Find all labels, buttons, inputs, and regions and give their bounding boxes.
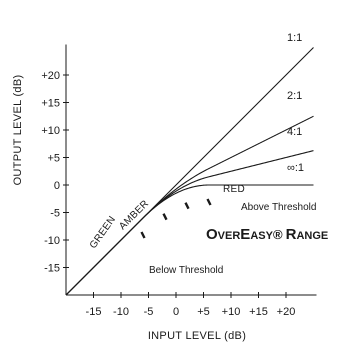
- range-title-e: E: [240, 226, 250, 243]
- zone-label-red: RED: [223, 184, 245, 195]
- x-tick-label: +5: [197, 306, 210, 318]
- y-tick-label: +5: [47, 153, 60, 165]
- zone-label-green: GREEN: [88, 214, 118, 251]
- x-axis-title: INPUT LEVEL (dB): [148, 330, 246, 342]
- y-tick-label: -5: [50, 208, 60, 220]
- x-tick-label: +10: [222, 306, 241, 318]
- below-threshold-label: Below Threshold: [149, 265, 223, 276]
- knee-zone-tick: [184, 202, 190, 210]
- overeasy-range-title: OVEREASY® RANGE: [206, 226, 328, 243]
- y-tick-label: +10: [41, 125, 60, 137]
- ratio-label: ∞:1: [287, 162, 304, 174]
- range-title-o: O: [206, 226, 218, 243]
- knee-zone-tick: [206, 198, 212, 206]
- y-tick-label: 0: [54, 180, 60, 192]
- x-tick-label: -10: [113, 306, 129, 318]
- x-tick-label: 0: [173, 306, 179, 318]
- y-tick-label: +20: [41, 70, 60, 82]
- ratio-label: 2:1: [287, 90, 302, 102]
- range-title-r: R: [286, 226, 297, 243]
- transfer-curve-inf: [65, 184, 314, 296]
- x-tick-label: -5: [144, 306, 154, 318]
- x-tick-label: +15: [249, 306, 268, 318]
- y-tick-label: +15: [41, 98, 60, 110]
- range-title-ver: VER: [218, 230, 241, 242]
- tick-labels: -15 -10 -5 0 +5 +10 +15 +20 -15 -10 -5 0 +5 +10 +15 +20: [41, 70, 295, 318]
- tick-marks: [63, 74, 287, 298]
- range-title-reg: ®: [273, 227, 283, 242]
- knee-zone-tick: [162, 213, 168, 221]
- y-tick-label: -15: [44, 263, 60, 275]
- range-title-asy: ASY: [250, 230, 273, 242]
- ratio-label: 4:1: [287, 126, 302, 138]
- x-tick-label: +20: [277, 306, 296, 318]
- y-axis-title: OUTPUT LEVEL (dB): [12, 75, 24, 186]
- ratio-label: 1:1: [287, 32, 302, 44]
- transfer-curves: 1:1 2:1 4:1 ∞:1: [65, 32, 314, 296]
- x-tick-label: -15: [86, 306, 102, 318]
- above-threshold-label: Above Threshold: [241, 202, 316, 213]
- range-title-ange: ANGE: [296, 230, 328, 242]
- knee-zone-tick: [140, 231, 146, 239]
- y-tick-label: -10: [44, 235, 60, 247]
- axes: [65, 44, 317, 296]
